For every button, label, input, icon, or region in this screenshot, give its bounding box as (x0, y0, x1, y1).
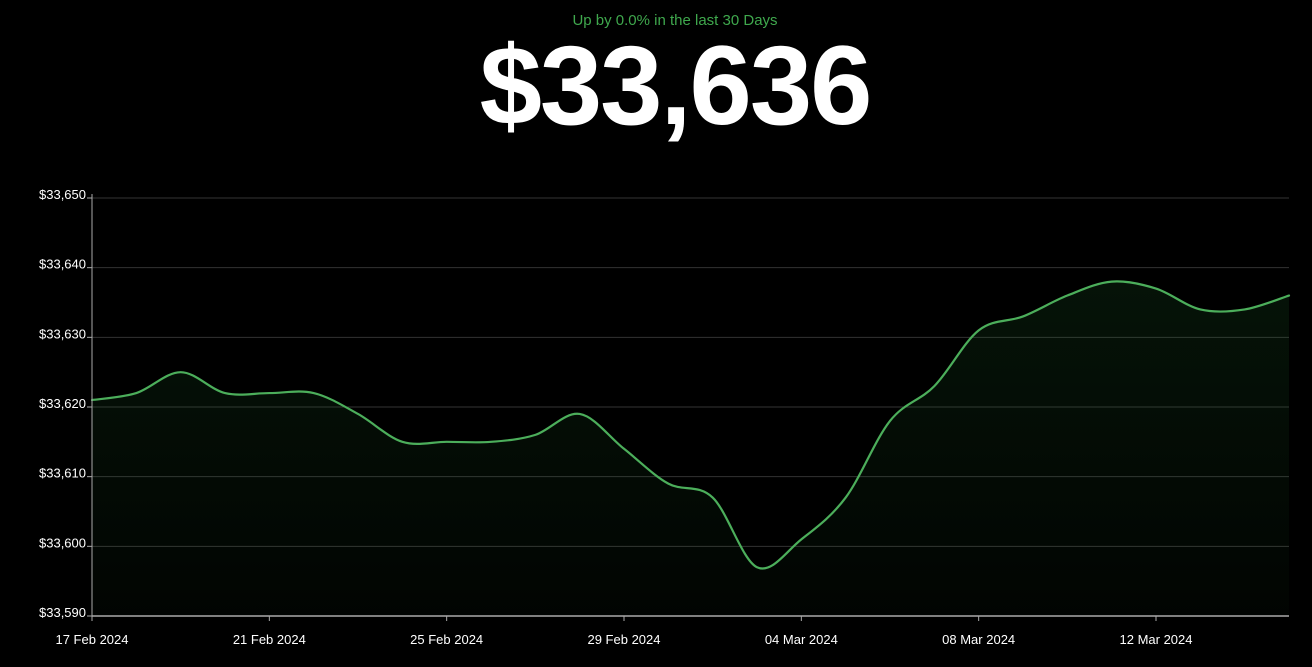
x-axis-ticks: 17 Feb 2024 21 Feb 2024 25 Feb 2024 29 Feb … (55, 616, 1193, 647)
x-tick-label: 12 Mar 2024 (1120, 632, 1193, 647)
x-tick-label: 17 Feb 2024 (55, 632, 128, 647)
y-tick-label: $33,620 (39, 396, 86, 411)
change-summary: Up by 0.0% in the last 30 Days (572, 12, 778, 29)
y-tick-label: $33,630 (39, 326, 86, 341)
series-area (92, 281, 1289, 616)
y-tick-label: $33,650 (39, 187, 86, 202)
y-tick-label: $33,600 (39, 535, 86, 550)
x-tick-label: 25 Feb 2024 (410, 632, 483, 647)
axes (91, 194, 1289, 617)
x-tick-label: 21 Feb 2024 (233, 632, 306, 647)
y-tick-label: $33,640 (39, 257, 86, 272)
series-line (90, 280, 1291, 570)
x-tick-label: 29 Feb 2024 (587, 632, 660, 647)
x-tick-label: 08 Mar 2024 (942, 632, 1015, 647)
x-tick-label: 04 Mar 2024 (765, 632, 838, 647)
area-layer (90, 280, 1291, 616)
y-tick-label: $33,610 (39, 466, 86, 481)
y-tick-label: $33,590 (39, 605, 86, 620)
y-axis-ticks: $33,650 $33,640 $33,630 $33,620 $33,610 $33,6… (39, 187, 92, 620)
current-balance: $33,636 (479, 23, 873, 148)
